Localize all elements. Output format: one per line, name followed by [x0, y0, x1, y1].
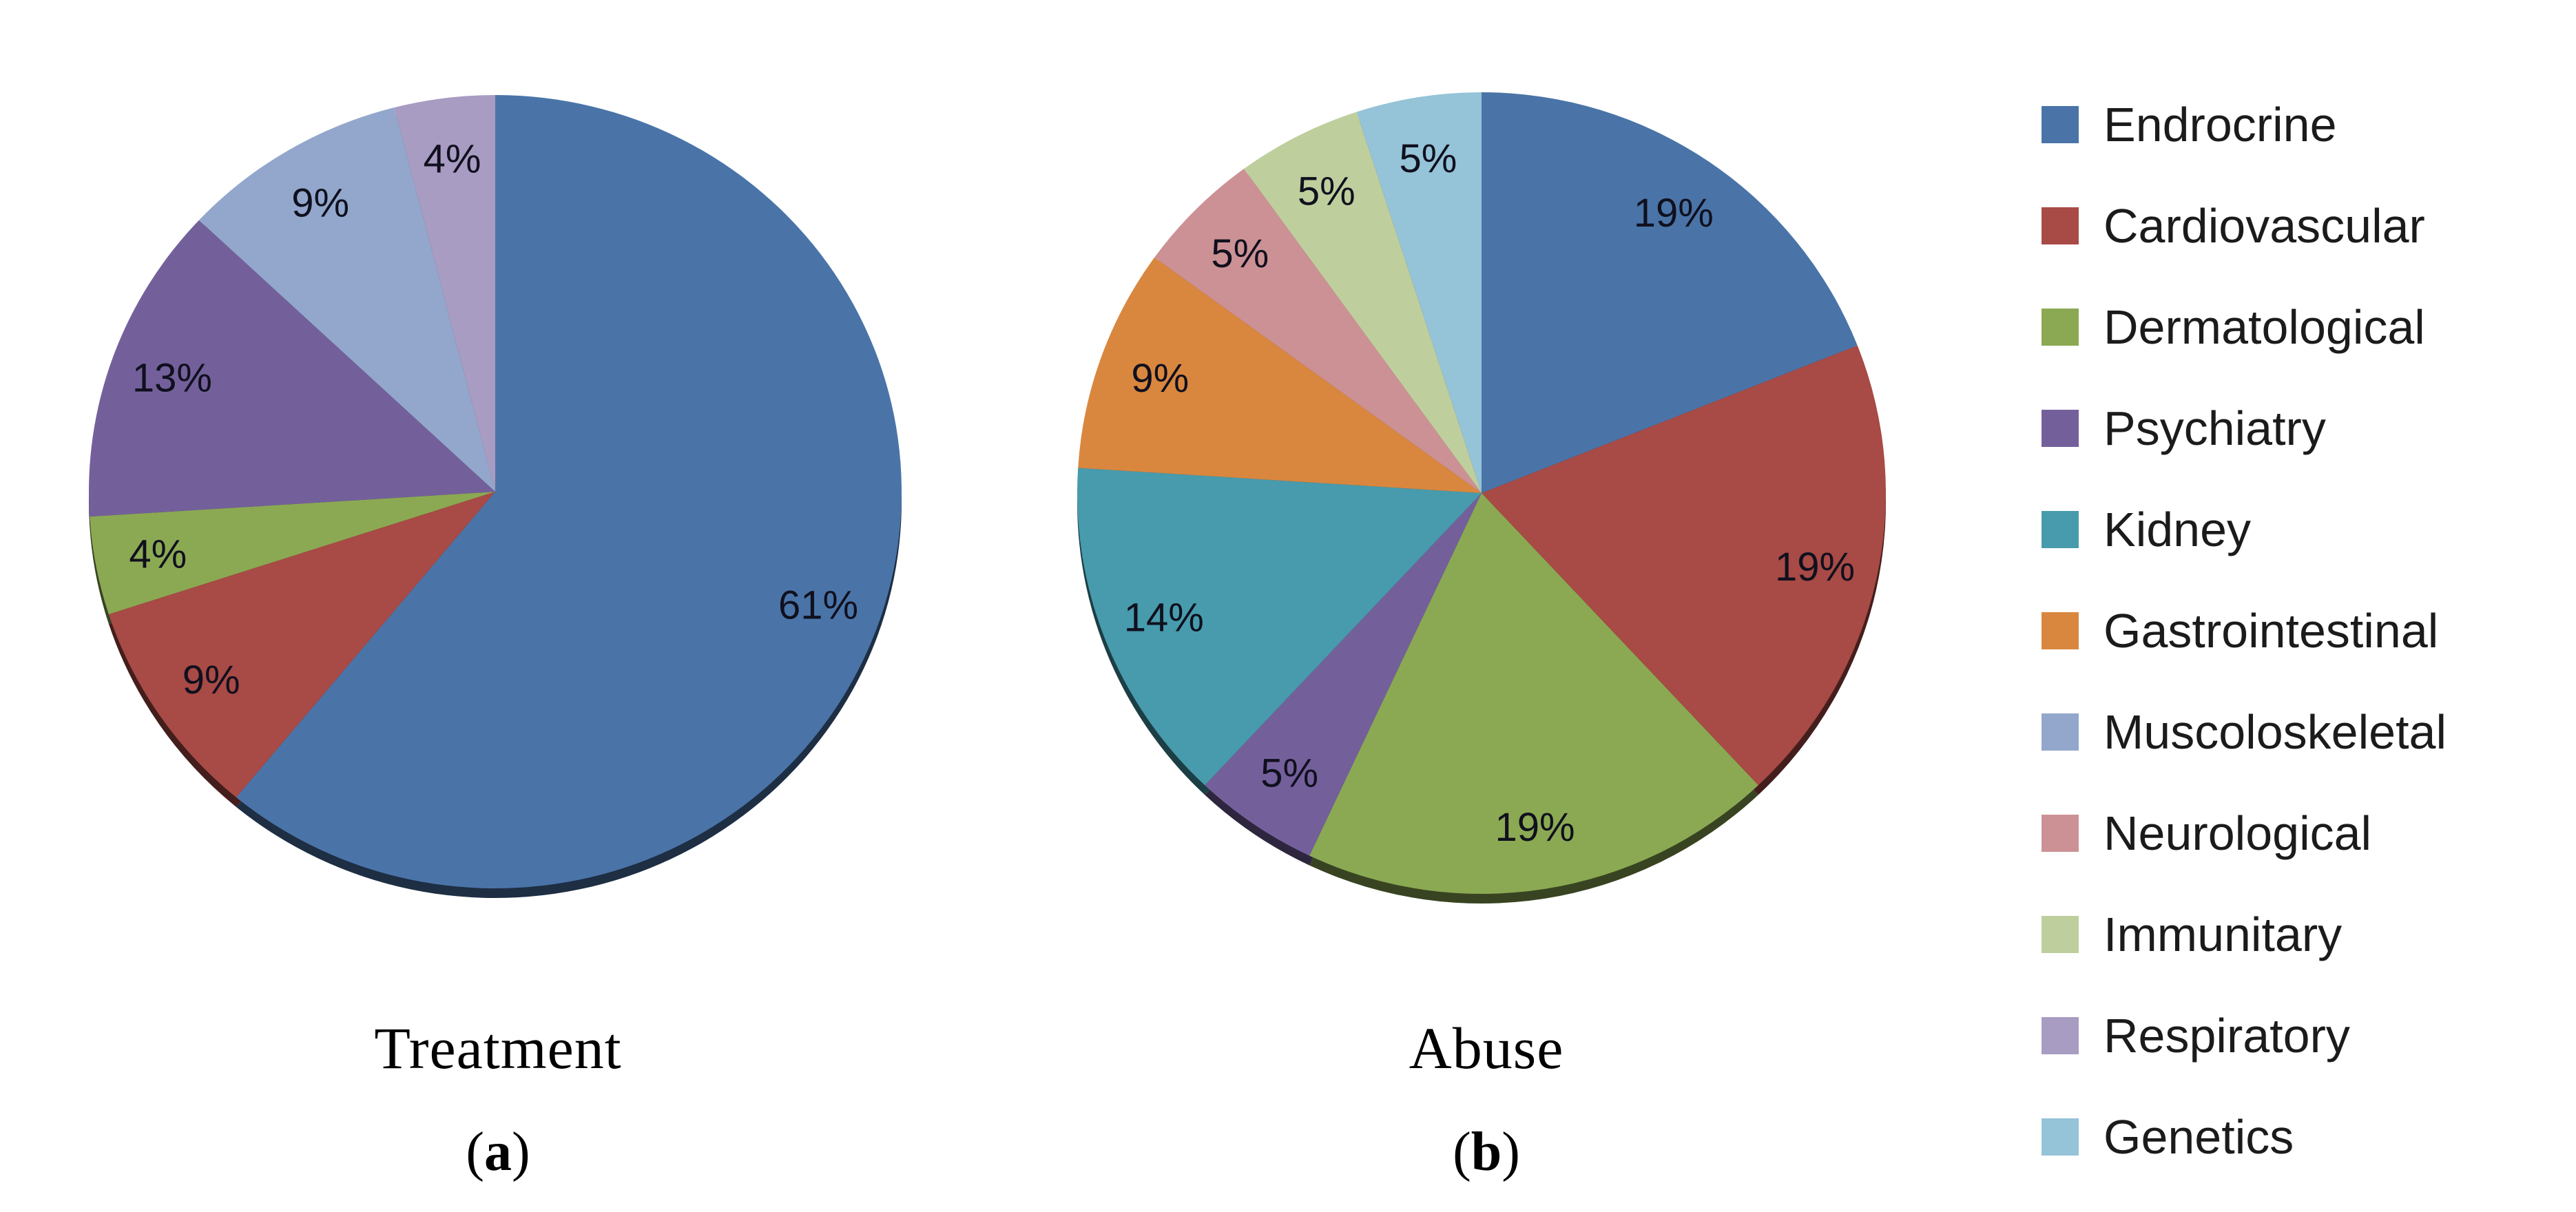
legend-label-gastrointestinal: Gastrointestinal	[2104, 603, 2439, 658]
pie-b-slice-immunitary	[1243, 112, 1482, 493]
pie-a-labels: 61% 9% 4% 13% 9% 4%	[129, 137, 858, 702]
pie-b-slice-psychiatry	[1205, 493, 1482, 856]
panel-a-paren-close: )	[512, 1122, 530, 1182]
legend: Endrocrine Cardiovascular Dermatological…	[2042, 74, 2447, 1187]
legend-item-genetics: Genetics	[2042, 1086, 2447, 1187]
pie-b	[1077, 92, 1886, 895]
legend-swatch-kidney	[2042, 510, 2079, 548]
legend-item-kidney: Kidney	[2042, 479, 2447, 580]
legend-label-cardiovascular: Cardiovascular	[2104, 198, 2425, 253]
panel-b-paren-close: )	[1502, 1122, 1520, 1182]
legend-item-gastrointestinal: Gastrointestinal	[2042, 580, 2447, 681]
legend-item-psychiatry: Psychiatry	[2042, 377, 2447, 479]
pie-b-label-endrocrine: 19%	[1634, 191, 1714, 236]
pie-a-label-endrocrine: 61%	[778, 583, 858, 627]
legend-swatch-dermatological	[2042, 308, 2079, 346]
legend-swatch-neurological	[2042, 814, 2079, 852]
pie-b-label-genetics: 5%	[1399, 136, 1457, 181]
panel-a-paren-open: (	[466, 1122, 484, 1182]
pie-b-label-gastrointestinal: 9%	[1131, 356, 1189, 401]
legend-swatch-muscoloskeletal	[2042, 713, 2079, 751]
pie-b-slice-cardiovascular	[1482, 345, 1886, 786]
pie-a-slice-dermatological	[90, 492, 495, 614]
pie-b-label-neurological: 5%	[1211, 231, 1269, 276]
legend-item-muscoloskeletal: Muscoloskeletal	[2042, 681, 2447, 782]
legend-label-neurological: Neurological	[2104, 806, 2372, 860]
pie-b-label-psychiatry: 5%	[1260, 751, 1318, 795]
pie-b-labels: 19% 19% 19% 5% 14% 9% 5% 5% 5%	[1124, 136, 1855, 850]
legend-item-endrocrine: Endrocrine	[2042, 74, 2447, 175]
legend-swatch-immunitary	[2042, 915, 2079, 953]
legend-label-psychiatry: Psychiatry	[2104, 401, 2326, 455]
pie-a-slice-cardiovascular	[108, 492, 495, 797]
legend-item-dermatological: Dermatological	[2042, 276, 2447, 377]
legend-swatch-genetics	[2042, 1118, 2079, 1156]
pie-b-slice-genetics	[1356, 92, 1482, 493]
pie-b-slice-endrocrine	[1482, 92, 1858, 493]
pie-a-slice-respiratory	[394, 95, 495, 492]
legend-label-muscoloskeletal: Muscoloskeletal	[2104, 704, 2447, 759]
pie-a-label-cardiovascular: 9%	[183, 658, 240, 702]
legend-item-cardiovascular: Cardiovascular	[2042, 175, 2447, 276]
legend-item-immunitary: Immunitary	[2042, 884, 2447, 985]
legend-label-dermatological: Dermatological	[2104, 300, 2425, 354]
pie-b-title: Abuse	[1409, 1015, 1564, 1081]
pie-b-slice-gastrointestinal	[1078, 257, 1482, 493]
pie-a-slice-endrocrine	[236, 95, 902, 888]
legend-label-endrocrine: Endrocrine	[2104, 97, 2337, 152]
pie-a-slice-psychiatry	[89, 220, 496, 517]
legend-swatch-cardiovascular	[2042, 207, 2079, 244]
pie-a-label-muscoloskeletal: 9%	[291, 181, 349, 226]
legend-item-respiratory: Respiratory	[2042, 985, 2447, 1086]
pie-b-label-cardiovascular: 19%	[1775, 545, 1855, 589]
legend-swatch-gastrointestinal	[2042, 612, 2079, 649]
panel-a-label: (a)	[466, 1121, 530, 1184]
pie-b-slice-dermatological	[1309, 493, 1758, 895]
panel-b-label: (b)	[1453, 1121, 1520, 1184]
legend-label-respiratory: Respiratory	[2104, 1008, 2350, 1063]
pie-a-title: Treatment	[374, 1015, 622, 1081]
legend-swatch-psychiatry	[2042, 409, 2079, 447]
pie-b-slice-kidney	[1077, 468, 1482, 786]
legend-item-neurological: Neurological	[2042, 782, 2447, 884]
panel-b-paren-open: (	[1453, 1122, 1471, 1182]
panel-a-letter: a	[484, 1122, 512, 1182]
pie-b-label-dermatological: 19%	[1495, 805, 1575, 850]
legend-label-kidney: Kidney	[2104, 502, 2252, 556]
pie-b-label-kidney: 14%	[1124, 596, 1204, 640]
pie-b-label-immunitary: 5%	[1298, 169, 1355, 213]
legend-label-immunitary: Immunitary	[2104, 907, 2343, 961]
pie-a-label-respiratory: 4%	[424, 137, 481, 182]
pie-a-slice-muscoloskeletal	[198, 107, 495, 492]
legend-swatch-endrocrine	[2042, 105, 2079, 143]
pie-a-label-dermatological: 4%	[129, 532, 187, 577]
pie-a	[89, 95, 902, 888]
panel-b-letter: b	[1471, 1122, 1502, 1182]
legend-label-genetics: Genetics	[2104, 1109, 2294, 1164]
pie-b-slice-neurological	[1154, 169, 1482, 494]
legend-swatch-respiratory	[2042, 1016, 2079, 1054]
pie-a-label-psychiatry: 13%	[132, 356, 212, 401]
